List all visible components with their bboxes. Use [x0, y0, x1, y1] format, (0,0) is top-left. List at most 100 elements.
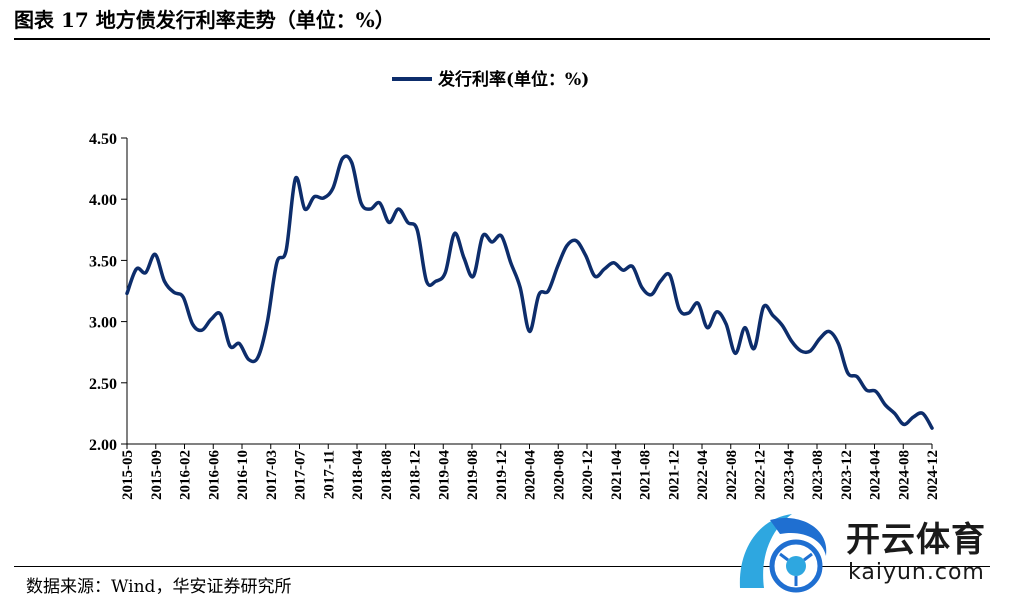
data-point: [276, 262, 278, 264]
x-tick-label: 2017-11: [321, 450, 337, 499]
x-tick-label: 2021-04: [609, 450, 625, 500]
data-point: [285, 249, 287, 252]
data-point: [697, 302, 699, 305]
data-point: [425, 280, 428, 283]
data-point: [659, 280, 662, 283]
x-tick-label: 2020-04: [523, 450, 539, 500]
data-point: [837, 342, 840, 345]
data-point: [388, 221, 390, 224]
y-axis: 4.50 4.00 3.50 3.00 2.50 2.00: [89, 131, 128, 454]
data-point: [931, 427, 933, 429]
watermark-logo: 开云体育 kaiyun.com: [730, 508, 1010, 600]
data-point: [201, 329, 203, 332]
data-point: [650, 293, 652, 296]
x-tick-label: 2023-08: [810, 450, 826, 500]
title-rule: [14, 38, 990, 40]
data-point: [847, 372, 849, 374]
data-point: [229, 345, 231, 347]
legend-label: 发行利率(单位：%): [437, 69, 589, 90]
data-point: [744, 326, 746, 329]
data-point: [360, 202, 362, 204]
legend: 发行利率(单位：%): [392, 69, 589, 90]
y-tick-label: 4.00: [89, 192, 117, 209]
data-point: [631, 265, 634, 268]
data-point: [219, 313, 222, 316]
data-point: [472, 275, 475, 278]
data-point: [378, 202, 381, 204]
data-point: [641, 286, 643, 289]
data-point: [566, 244, 568, 247]
data-point: [510, 262, 512, 264]
data-point: [397, 208, 400, 210]
data-point: [135, 268, 138, 270]
data-point: [734, 352, 737, 355]
x-tick-label: 2020-12: [580, 450, 596, 500]
data-point: [584, 254, 587, 257]
data-point: [350, 161, 353, 164]
data-point: [257, 356, 259, 358]
x-tick-label: 2018-04: [350, 450, 366, 500]
data-point: [173, 291, 175, 294]
data-point: [772, 314, 774, 317]
x-tick-label: 2022-04: [695, 450, 711, 500]
x-tick-label: 2024-04: [868, 450, 884, 500]
data-point: [453, 232, 456, 235]
data-point: [341, 158, 344, 160]
data-point: [519, 286, 521, 289]
data-point: [884, 404, 886, 406]
y-tick-label: 3.50: [89, 253, 117, 270]
x-tick-label: 2024-08: [896, 450, 912, 500]
data-point: [238, 342, 241, 345]
data-point: [304, 208, 306, 210]
data-point: [725, 323, 727, 325]
data-point: [481, 235, 484, 237]
data-point: [463, 257, 465, 259]
data-point: [182, 296, 184, 298]
data-point: [144, 271, 147, 274]
y-tick-label: 2.50: [89, 376, 117, 393]
series-line-0: [125, 154, 934, 430]
data-point: [491, 241, 493, 243]
watermark-emblem-icon: [739, 514, 827, 593]
data-point: [612, 262, 615, 264]
source-rule: [14, 566, 990, 567]
data-point: [528, 330, 531, 333]
x-tick-label: 2016-02: [178, 450, 194, 500]
x-tick-label: 2023-04: [781, 450, 797, 500]
x-tick-label: 2017-03: [264, 450, 280, 500]
x-tick-label: 2023-12: [839, 450, 855, 500]
data-point: [575, 240, 578, 242]
x-tick-label: 2020-08: [551, 450, 567, 500]
data-point: [818, 337, 821, 340]
data-point: [322, 197, 325, 199]
data-point: [369, 208, 372, 210]
watermark-brand-cn: 开云体育: [846, 520, 986, 560]
data-point: [594, 275, 596, 278]
data-point: [875, 390, 877, 393]
data-point: [191, 323, 194, 325]
data-point: [294, 177, 297, 180]
data-point: [715, 311, 718, 313]
data-point: [828, 330, 830, 333]
x-tick-label: 2019-04: [436, 450, 452, 500]
data-point: [154, 253, 156, 256]
x-axis: 2015-05 2015-09 2016-02 2016-06 2016-10 2017-…: [120, 443, 941, 500]
data-point: [865, 389, 868, 391]
data-point: [210, 318, 212, 321]
x-tick-label: 2019-12: [494, 450, 510, 500]
data-point: [903, 423, 905, 426]
data-point: [893, 412, 896, 415]
data-point: [313, 196, 316, 198]
data-source: 数据来源：Wind，华安证券研究所: [26, 577, 292, 597]
data-point: [921, 412, 924, 415]
data-point: [547, 290, 549, 292]
x-tick-label: 2018-08: [379, 450, 395, 500]
figure-title: 图表 17 地方债发行利率走势（单位：%）: [14, 8, 395, 32]
data-point: [706, 326, 709, 329]
x-tick-label: 2015-05: [120, 450, 136, 500]
data-point: [500, 235, 503, 237]
data-point: [416, 229, 419, 231]
x-tick-label: 2016-06: [206, 450, 222, 500]
x-tick-label: 2016-10: [235, 450, 251, 500]
